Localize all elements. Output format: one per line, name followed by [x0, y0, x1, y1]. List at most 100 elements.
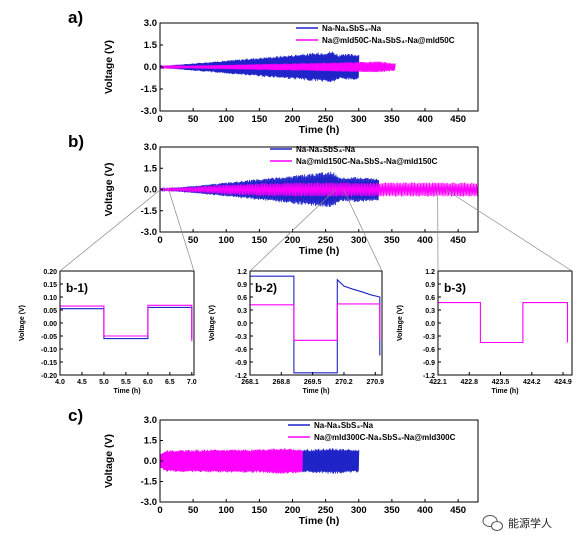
chart-b-2: 268.1 268.8 269.5 270.2 270.9 -1.2 -0.9 -0.6 -0.…: [209, 269, 384, 395]
x-tick-label: 270.9: [367, 379, 385, 386]
plot-area: [160, 448, 360, 474]
x-tick-label: 0: [157, 114, 162, 125]
x-tick-label: 7.0: [187, 379, 197, 386]
x-tick-label: 150: [251, 235, 267, 246]
x-tick-label: 269.5: [304, 379, 322, 386]
x-tick-label: 300: [351, 235, 367, 246]
y-axis-label: Voltage (V): [103, 40, 115, 94]
legend-entry: Na@mld300C-Na₃SbS₄-Na@mld300C: [314, 433, 456, 442]
y-tick-label: -3.0: [141, 106, 157, 117]
y-tick-label: -1.2: [235, 373, 247, 380]
x-tick-label: 400: [417, 235, 433, 246]
y-tick-label: 0.9: [237, 282, 247, 289]
chart-a: 0 50 100 150 200 250 300 350 400 450 -3.0 -1.5 0.0 1.…: [68, 8, 479, 136]
plot-area: [60, 304, 193, 342]
x-tick-label: 4.5: [77, 379, 87, 386]
y-axis-label: Voltage (V): [19, 305, 26, 341]
y-tick-label: -0.20: [41, 373, 57, 380]
panel-label: c): [68, 406, 83, 425]
y-tick-label: 0.0: [425, 321, 435, 328]
series-line-pink: [438, 302, 569, 344]
watermark-text: 能源学人: [508, 516, 552, 530]
plot-area: [250, 275, 381, 374]
x-tick-label: 450: [450, 235, 466, 246]
x-axis-label: Time (h): [113, 388, 140, 395]
y-tick-label: 3.0: [144, 18, 157, 29]
y-tick-label: 0.0: [144, 185, 157, 196]
x-tick-label: 450: [450, 114, 466, 125]
x-tick-label: 270.2: [335, 379, 353, 386]
panel-label: b-3): [444, 281, 466, 295]
y-tick-label: 3.0: [144, 142, 157, 153]
x-tick-label: 250: [318, 505, 334, 516]
zoom-line: [343, 189, 383, 272]
y-tick-label: 3.0: [144, 415, 157, 426]
y-axis-label: Voltage (V): [209, 305, 216, 341]
x-tick-label: 423.5: [492, 379, 510, 386]
y-tick-label: -1.5: [141, 84, 158, 95]
y-tick-label: -1.5: [141, 206, 158, 217]
y-axis-label: Voltage (V): [103, 162, 115, 216]
zoom-line: [445, 189, 573, 272]
zoom-line: [168, 189, 195, 272]
x-tick-label: 350: [384, 235, 400, 246]
wechat-icon: [482, 515, 503, 531]
y-tick-label: 0.0: [237, 321, 247, 328]
x-axis-label: Time (h): [491, 388, 518, 395]
legend-entry: Na@mld50C-Na₃SbS₄-Na@mld50C: [322, 36, 455, 45]
x-tick-label: 268.1: [241, 379, 259, 386]
x-tick-label: 200: [285, 114, 301, 125]
y-tick-label: 0.05: [43, 308, 57, 315]
y-tick-label: -0.15: [41, 360, 57, 367]
x-tick-label: 350: [384, 505, 400, 516]
x-tick-label: 300: [351, 505, 367, 516]
y-tick-label: 0.20: [43, 269, 57, 276]
legend-entry: Na-Na₃SbS₄-Na: [322, 24, 382, 33]
x-tick-label: 450: [450, 505, 466, 516]
x-tick-label: 350: [384, 114, 400, 125]
y-tick-label: -0.10: [41, 347, 57, 354]
y-tick-label: 0.9: [425, 282, 435, 289]
y-tick-label: 1.5: [144, 163, 158, 174]
y-tick-label: -1.2: [423, 373, 435, 380]
panel-label: b-1): [66, 281, 88, 295]
x-tick-label: 268.8: [273, 379, 291, 386]
x-tick-label: 250: [318, 235, 334, 246]
x-tick-label: 4.0: [55, 379, 65, 386]
x-tick-label: 250: [318, 114, 334, 125]
x-axis-label: Time (h): [302, 388, 329, 395]
series-line-blue: [60, 306, 193, 340]
y-tick-label: 0.3: [425, 308, 435, 315]
plot-area: [438, 302, 569, 344]
y-axis-label: Voltage (V): [397, 305, 404, 341]
series-line-blue: [250, 275, 381, 374]
y-tick-label: 0.3: [237, 308, 247, 315]
y-tick-label: 1.2: [425, 269, 435, 276]
x-tick-label: 5.0: [99, 379, 109, 386]
chart-c: 0 50 100 150 200 250 300 350 400 450 -3.0 -1.5 0.0 1.…: [68, 406, 479, 527]
plot-area: [160, 171, 478, 207]
x-tick-label: 400: [417, 114, 433, 125]
x-tick-label: 424.2: [523, 379, 541, 386]
y-tick-label: -1.5: [141, 477, 158, 488]
y-tick-label: 1.2: [237, 269, 247, 276]
zoom-line: [249, 189, 336, 272]
x-axis-label: Time (h): [299, 124, 340, 136]
y-tick-label: 0.6: [425, 295, 435, 302]
x-axis-label: Time (h): [299, 245, 340, 257]
x-tick-label: 400: [417, 505, 433, 516]
series-line-blue: [160, 51, 360, 83]
y-tick-label: 0.10: [43, 295, 57, 302]
legend-entry: Na@mld150C-Na₃SbS₄-Na@mld150C: [296, 157, 438, 166]
panel-label: b-2): [255, 281, 277, 295]
legend-entry: Na-Na₃SbS₄-Na: [314, 421, 374, 430]
x-tick-label: 200: [285, 235, 301, 246]
series-line-pink: [250, 303, 381, 341]
y-tick-label: -0.9: [423, 360, 435, 367]
x-tick-label: 0: [157, 235, 162, 246]
x-tick-label: 100: [218, 114, 234, 125]
y-tick-label: -0.3: [235, 334, 247, 341]
series-line-pink: [60, 304, 193, 342]
y-tick-label: -0.6: [423, 347, 435, 354]
